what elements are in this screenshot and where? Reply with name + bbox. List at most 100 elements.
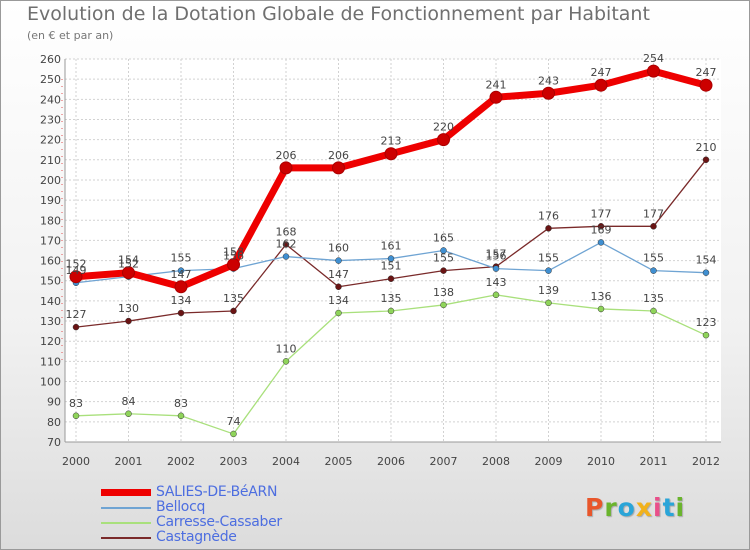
logo-letter: t: [662, 493, 676, 522]
data-label: 127: [66, 308, 87, 321]
data-label: 151: [381, 260, 402, 273]
data-label: 147: [328, 268, 349, 281]
x-tick-label: 2001: [115, 455, 143, 468]
data-point: [440, 247, 447, 254]
data-point: [542, 86, 555, 100]
logo-letter: P: [585, 493, 605, 522]
data-label: 160: [328, 242, 349, 255]
data-point: [332, 161, 345, 175]
data-label: 155: [643, 252, 664, 265]
chart-subtitle: (en € et par an): [27, 29, 114, 42]
data-point: [440, 301, 447, 309]
data-point: [177, 267, 185, 274]
data-label: 247: [591, 66, 612, 79]
y-tick-label: 200: [40, 174, 61, 187]
legend-swatch: [101, 506, 151, 509]
x-tick-label: 2011: [640, 455, 668, 468]
data-label: 84: [122, 395, 136, 408]
legend-swatch: [101, 489, 151, 496]
data-point: [699, 78, 713, 92]
data-label: 135: [223, 292, 244, 305]
data-label: 156: [223, 250, 244, 263]
legend-label: SALIES-DE-BéARN: [156, 484, 278, 500]
data-point: [125, 410, 132, 418]
y-tick-label: 80: [47, 416, 61, 429]
legend-label: Bellocq: [156, 499, 206, 515]
data-point: [545, 225, 552, 232]
data-label: 158: [223, 246, 244, 259]
data-label: 213: [381, 135, 402, 148]
y-tick-label: 130: [40, 315, 61, 328]
data-point: [69, 270, 83, 284]
logo-letter: i: [653, 493, 663, 522]
x-tick-label: 2010: [587, 455, 615, 468]
data-point: [335, 257, 342, 264]
data-label: 147: [171, 268, 192, 281]
data-label: 254: [643, 52, 664, 65]
data-label: 74: [227, 415, 241, 428]
x-tick-label: 2007: [430, 455, 458, 468]
data-point: [702, 269, 710, 276]
legend-label: Castagnède: [156, 529, 237, 545]
x-tick-label: 2009: [535, 455, 563, 468]
data-point: [597, 305, 605, 313]
data-point: [282, 358, 290, 365]
data-point: [594, 78, 608, 92]
data-label: 156: [486, 250, 507, 263]
x-tick-label: 2006: [377, 455, 405, 468]
chart-title: Evolution de la Dotation Globale de Fonc…: [27, 3, 650, 25]
y-tick-label: 170: [40, 234, 61, 247]
data-label: 83: [69, 397, 83, 410]
logo-letter: x: [635, 493, 653, 522]
data-label: 157: [486, 248, 507, 261]
data-point: [492, 265, 500, 272]
data-point: [282, 253, 290, 260]
x-tick-label: 2005: [325, 455, 353, 468]
data-label: 152: [66, 258, 87, 271]
data-point: [387, 275, 395, 282]
data-label: 123: [696, 316, 717, 329]
y-tick-label: 110: [40, 355, 61, 368]
data-point: [72, 412, 80, 420]
data-label: 177: [643, 207, 664, 220]
data-point: [384, 147, 398, 161]
data-label: 162: [276, 238, 297, 251]
data-label: 155: [433, 252, 454, 265]
legend-item: Bellocq: [101, 500, 282, 515]
data-label: 138: [433, 286, 454, 299]
proxiti-logo: Proxiti: [585, 493, 685, 522]
data-label: 220: [433, 121, 454, 134]
data-point: [122, 266, 135, 280]
y-tick-label: 140: [40, 295, 61, 308]
y-tick-label: 180: [40, 214, 61, 227]
data-point: [227, 258, 240, 272]
y-tick-label: 120: [40, 335, 61, 348]
chart-legend: SALIES-DE-BéARN Bellocq Carresse-Cassaber C…: [101, 485, 282, 545]
y-tick-label: 250: [40, 73, 61, 86]
data-label: 135: [643, 292, 664, 305]
data-point: [650, 307, 657, 315]
legend-item: SALIES-DE-BéARN: [101, 485, 282, 500]
data-label: 130: [118, 302, 139, 315]
data-point: [650, 223, 657, 230]
data-label: 206: [276, 149, 297, 162]
data-label: 136: [591, 290, 612, 303]
legend-label: Carresse-Cassaber: [156, 514, 282, 530]
data-label: 152: [118, 258, 139, 271]
data-point: [545, 267, 552, 274]
data-point: [387, 307, 395, 315]
data-label: 154: [118, 254, 139, 267]
x-tick-label: 2004: [272, 455, 300, 468]
data-label: 135: [381, 292, 402, 305]
data-label: 134: [328, 294, 349, 307]
y-tick-label: 260: [40, 53, 61, 66]
data-label: 243: [538, 74, 559, 87]
data-label: 134: [171, 294, 192, 307]
data-label: 155: [538, 252, 559, 265]
data-point: [174, 280, 188, 294]
data-label: 176: [538, 209, 559, 222]
data-point: [492, 291, 500, 299]
y-tick-label: 220: [40, 134, 61, 147]
data-point: [545, 299, 552, 307]
